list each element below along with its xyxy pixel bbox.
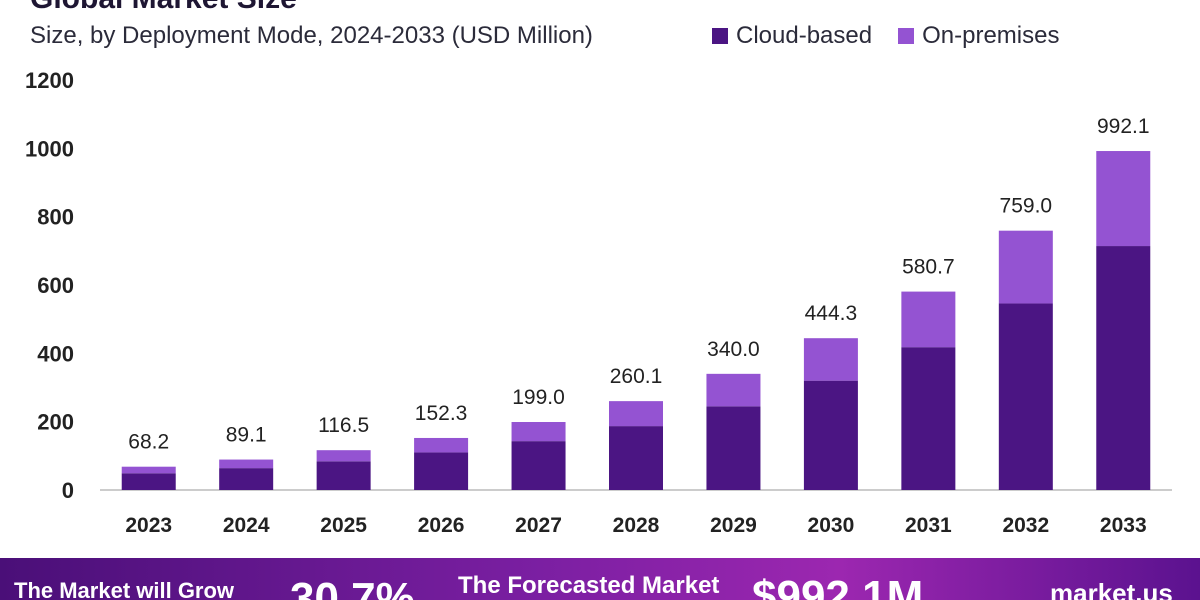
bar-on-premises [901, 291, 956, 348]
bar-cloud-based [316, 461, 371, 490]
banner-cagr: 30.7% [290, 574, 415, 600]
x-tick-label: 2027 [515, 514, 562, 537]
bar-total-label: 444.3 [805, 302, 858, 325]
y-tick-label: 800 [37, 205, 74, 230]
y-tick-label: 600 [37, 273, 74, 298]
chart-title: Global Market Size [30, 0, 730, 10]
bar-on-premises [1096, 151, 1151, 247]
bar-cloud-based [511, 441, 566, 490]
x-tick-label: 2033 [1100, 514, 1147, 537]
bar-total-label: 68.2 [128, 431, 169, 454]
legend-label-onprem: On-premises [922, 22, 1060, 49]
bar-on-premises [803, 338, 858, 381]
x-tick-label: 2031 [905, 514, 952, 537]
y-tick-label: 1200 [25, 68, 74, 93]
bar-total-label: 759.0 [1000, 195, 1053, 218]
bar-cloud-based [121, 473, 176, 490]
bar-on-premises [316, 450, 371, 462]
x-tick-label: 2025 [320, 514, 367, 537]
bar-cloud-based [609, 426, 663, 490]
bar-cloud-based [1096, 246, 1151, 490]
stacked-bar-chart: 0 200 400 600 800 1000 1200 68.2 2023 89.1 2024 116… [25, 68, 1172, 537]
bar-on-premises [121, 466, 176, 474]
bar-on-premises [609, 401, 663, 427]
x-tick-label: 2028 [613, 514, 660, 537]
bar-total-label: 260.1 [610, 365, 663, 388]
chart-subtitle: Size, by Deployment Mode, 2024-2033 (USD… [30, 22, 593, 49]
bar-total-label: 580.7 [902, 256, 955, 279]
bar-cloud-based [901, 347, 956, 490]
banner-grow-label: The Market will Grow [14, 578, 235, 600]
y-tick-label: 0 [62, 478, 74, 503]
summary-banner: The Market will Grow 30.7% The Forecaste… [0, 558, 1200, 600]
bar-total-label: 199.0 [512, 386, 565, 409]
x-tick-label: 2026 [418, 514, 465, 537]
bar-cloud-based [706, 406, 761, 490]
bar-cloud-based [803, 380, 858, 490]
y-tick-label: 400 [37, 341, 74, 366]
legend-entry-onprem: On-premises [898, 22, 1059, 50]
banner-forecast-label: The Forecasted Market [458, 572, 720, 599]
legend-label-cloud: Cloud-based [736, 22, 873, 49]
bar-total-label: 340.0 [707, 338, 760, 361]
bar-total-label: 152.3 [415, 402, 468, 425]
legend-entry-cloud: Cloud-based [712, 22, 872, 50]
bar-on-premises [511, 422, 566, 442]
bar-total-label: 116.5 [318, 414, 369, 437]
y-tick-label: 1000 [25, 136, 74, 161]
bar-on-premises [414, 437, 469, 453]
banner-value: $992.1M [752, 572, 924, 600]
y-tick-label: 200 [37, 410, 74, 435]
bar-on-premises [219, 459, 274, 469]
legend-swatch-onprem [898, 28, 915, 44]
bar-cloud-based [219, 468, 274, 490]
legend-swatch-cloud [712, 28, 728, 44]
bar-on-premises [998, 230, 1053, 304]
legend: Cloud-based On-premises [712, 22, 1059, 50]
bar-on-premises [706, 373, 761, 407]
bar-cloud-based [414, 452, 469, 490]
bar-total-label: 89.1 [226, 424, 267, 447]
x-tick-label: 2029 [710, 514, 757, 537]
x-tick-label: 2032 [1002, 514, 1049, 537]
x-tick-label: 2023 [125, 514, 172, 537]
banner-source: market.us [1050, 578, 1173, 600]
bar-total-label: 992.1 [1097, 115, 1150, 138]
bar-cloud-based [998, 303, 1053, 490]
x-tick-label: 2030 [808, 514, 855, 537]
x-tick-label: 2024 [223, 514, 270, 537]
